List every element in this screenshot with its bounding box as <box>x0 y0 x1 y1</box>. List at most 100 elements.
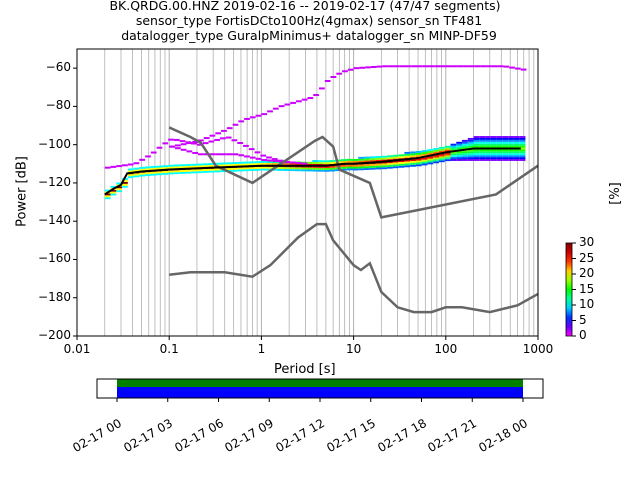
ppsd-cell <box>479 155 486 158</box>
ppsd-cell <box>110 191 117 194</box>
ppsd-cell <box>317 162 324 165</box>
outlier-cell-high <box>278 105 285 108</box>
mean-line <box>104 147 521 196</box>
ppsd-cell <box>185 165 192 168</box>
ppsd-cell <box>173 172 180 175</box>
ppsd-cell <box>139 166 146 169</box>
ppsd-cell <box>364 158 370 161</box>
ppsd-cell <box>306 167 313 170</box>
ppsd-cell <box>387 166 393 169</box>
ppsd-cell <box>248 169 255 171</box>
ppsd-cell <box>271 163 278 165</box>
ppsd-cell <box>502 141 509 144</box>
outlier-cell-high <box>249 116 256 119</box>
ppsd-cell <box>427 150 434 153</box>
ppsd-cell <box>381 163 388 166</box>
ppsd-cell <box>519 157 526 160</box>
ppsd-cell <box>214 170 221 173</box>
ppsd-cell <box>312 169 318 172</box>
ppsd-cell <box>312 165 318 168</box>
ppsd-cell <box>404 153 411 156</box>
ppsd-cell <box>306 161 313 164</box>
outlier-cell-mid <box>185 141 192 144</box>
ppsd-cell <box>248 163 255 166</box>
ppsd-cell <box>450 157 457 160</box>
ppsd-cell <box>266 168 272 171</box>
ppsd-cell <box>496 149 503 152</box>
ppsd-cell <box>398 154 405 157</box>
ppsd-cell <box>513 139 520 142</box>
x-tick-label: 0.1 <box>159 342 179 356</box>
outlier-cell-high <box>463 65 469 68</box>
x-tick-label: 10 <box>345 342 362 356</box>
ppsd-cell <box>145 172 151 175</box>
ppsd-cell <box>387 157 393 160</box>
ppsd-cell <box>369 163 376 166</box>
ppsd-cell <box>116 186 123 189</box>
outlier-cell-high <box>209 134 216 137</box>
ppsd-cell <box>490 145 497 148</box>
ppsd-cell <box>254 166 261 169</box>
ppsd-cell <box>485 155 491 158</box>
outlier-cell-mid <box>150 151 157 154</box>
outlier-cell-mid <box>116 165 123 168</box>
ppsd-cell <box>473 143 480 146</box>
ppsd-cell <box>173 164 180 167</box>
ppsd-cell <box>260 166 267 169</box>
ppsd-cell <box>456 151 463 154</box>
outlier-cell-mid <box>202 142 209 145</box>
ppsd-cell <box>341 159 347 162</box>
outlier-cell-high <box>399 65 406 68</box>
ppsd-cell <box>519 137 526 140</box>
outlier-cell-high <box>382 65 389 68</box>
ppsd-cell <box>323 160 330 163</box>
ppsd-cell <box>335 169 342 172</box>
ppsd-cell <box>404 165 411 168</box>
ppsd-cell <box>502 155 509 158</box>
outlier-cell-mid <box>248 148 255 151</box>
title-line-3: datalogger_type GuralpMinimus+ datalogge… <box>121 28 497 43</box>
ppsd-cell <box>427 158 434 161</box>
ppsd-cell <box>467 141 474 144</box>
ppsd-cell <box>127 174 134 177</box>
outlier-cell-mid <box>156 146 163 149</box>
ppsd-cell <box>375 167 382 170</box>
ppsd-cell <box>485 151 491 154</box>
ppsd-cell <box>519 147 526 150</box>
ppsd-cell <box>133 173 140 176</box>
ppsd-cell <box>473 141 480 144</box>
ppsd-cell <box>225 164 232 167</box>
ppsd-cell <box>392 166 399 169</box>
outlier-cell-low <box>249 156 256 159</box>
outlier-cell-high <box>319 87 325 90</box>
y-tick-label: −140 <box>38 213 71 228</box>
ppsd-cell <box>502 157 509 160</box>
ppsd-cell <box>410 153 416 156</box>
outlier-cell-mid <box>214 138 221 141</box>
ppsd-cell <box>323 169 330 172</box>
outlier-cell-high <box>221 129 227 132</box>
ppsd-cell <box>473 159 480 161</box>
ppsd-cell <box>462 159 468 161</box>
outlier-cell-high <box>342 70 348 73</box>
ppsd-cell <box>473 151 480 154</box>
ppsd-cell <box>485 153 491 156</box>
ppsd-cell <box>519 149 526 152</box>
ppsd-cell <box>467 155 474 158</box>
ppsd-cell <box>438 160 445 163</box>
ppsd-cell <box>392 164 399 167</box>
ppsd-cell <box>479 136 486 138</box>
ppsd-cell <box>220 170 226 173</box>
outlier-cell-mid <box>133 162 140 165</box>
ppsd-cell <box>502 137 509 140</box>
outlier-cell-mid <box>196 143 203 146</box>
ppsd-cell <box>421 153 428 156</box>
ppsd-cell <box>438 148 445 151</box>
ppsd-cell <box>467 159 474 161</box>
ppsd-cell <box>116 188 123 191</box>
ppsd-cell <box>513 137 520 140</box>
ppsd-cell <box>444 159 451 162</box>
ppsd-cell <box>404 155 411 158</box>
outlier-cell-high <box>451 65 458 68</box>
ppsd-cell <box>433 155 439 158</box>
